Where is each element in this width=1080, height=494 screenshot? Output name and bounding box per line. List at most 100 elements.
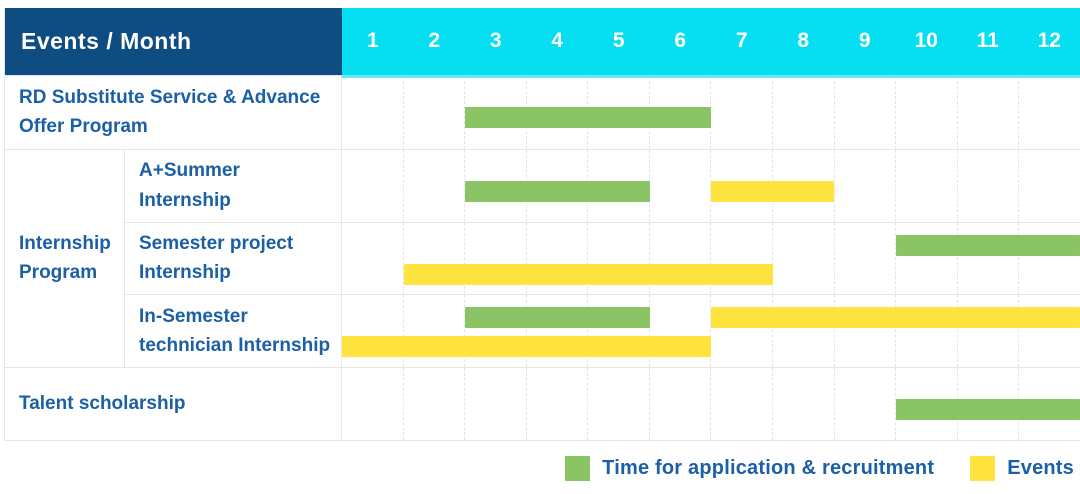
chart-area-semester-project	[342, 222, 1080, 295]
group-band-internship: Internship Program A+Summer Internship S…	[5, 148, 1080, 368]
gantt-bar-application	[895, 399, 1080, 421]
row-rd-substitute: RD Substitute Service & Advance Offer Pr…	[5, 74, 1080, 149]
events-color-swatch	[970, 455, 996, 481]
month-gridline-cell	[895, 222, 957, 295]
month-gridline-cell	[648, 368, 711, 440]
month-gridline-cell	[342, 368, 403, 440]
month-header-row: 1 2 3 4 5 6 7 8 9 10 11 12	[342, 8, 1080, 75]
month-label: 1	[366, 29, 379, 53]
legend-label-events: Events	[1007, 456, 1074, 479]
legend-item-events: Events	[970, 455, 1074, 481]
month-gridline-cell	[956, 149, 1019, 222]
gantt-bar-application	[465, 106, 711, 128]
chart-area-in-semester-technician	[342, 295, 1080, 368]
month-gridline-cell	[402, 368, 465, 440]
row-label-talent-scholarship: Talent scholarship	[5, 368, 342, 440]
legend: Time for application & recruitment Event…	[565, 452, 1074, 484]
month-gridline-cell	[1018, 295, 1080, 368]
month-gridline-cell	[833, 75, 896, 149]
month-gridline-cell	[402, 295, 465, 368]
month-label: 8	[797, 29, 810, 53]
month-gridline-cell	[710, 75, 772, 149]
row-in-semester-technician: In-Semester technician Internship	[125, 294, 1080, 368]
header-label-cell: Events / Month	[5, 8, 342, 75]
month-label: 2	[428, 29, 441, 53]
gantt-bar-application	[465, 180, 650, 202]
header-title: Events / Month	[21, 27, 192, 54]
row-label-semester-project: Semester project Internship	[125, 222, 342, 295]
gantt-table: Events / Month 1 2 3 4 5 6 7 8 9 10 11 12 RD Substi…	[4, 8, 1080, 441]
month-label: 11	[976, 29, 999, 53]
month-gridline-cell	[464, 295, 526, 368]
month-gridline-cell	[402, 222, 465, 295]
month-label: 5	[612, 29, 625, 53]
month-gridline-cell	[648, 295, 711, 368]
month-gridline-cell	[710, 295, 772, 368]
month-gridline-cell	[710, 222, 772, 295]
month-gridline-cell	[833, 295, 896, 368]
row-label-rd-substitute: RD Substitute Service & Advance Offer Pr…	[5, 75, 342, 149]
row-a-summer: A+Summer Internship	[125, 149, 1080, 222]
month-gridline-cell	[833, 222, 896, 295]
gantt-bar-events	[403, 263, 773, 285]
month-gridline-cell	[648, 222, 711, 295]
row-talent-scholarship: Talent scholarship	[5, 367, 1080, 440]
application-color-swatch	[565, 455, 591, 481]
month-gridline-cell	[587, 295, 649, 368]
month-gridline-cell	[833, 149, 896, 222]
month-gridline-cell	[895, 149, 957, 222]
month-gridline-cell	[895, 75, 957, 149]
month-gridline-cell	[402, 149, 465, 222]
month-label: 9	[858, 29, 871, 53]
month-gridline-cell	[464, 75, 526, 149]
group-label-internship: Internship Program	[5, 149, 125, 368]
header-row: Events / Month 1 2 3 4 5 6 7 8 9 10 11 12	[5, 8, 1080, 75]
month-gridline-cell	[710, 149, 772, 222]
month-label: 7	[735, 29, 748, 53]
month-gridline-cell	[587, 222, 649, 295]
gantt-bar-events	[711, 180, 834, 202]
row-label-a-summer: A+Summer Internship	[125, 149, 342, 222]
month-label: 4	[551, 29, 564, 53]
legend-item-application: Time for application & recruitment	[565, 455, 935, 481]
month-gridline-cell	[525, 222, 588, 295]
month-gridline-cell	[648, 149, 711, 222]
month-gridline-cell	[772, 75, 834, 149]
month-gridline-cell	[1018, 75, 1080, 149]
month-gridline-cell	[772, 222, 834, 295]
chart-area-rd-substitute	[342, 75, 1080, 149]
month-gridline-cell	[772, 368, 834, 440]
gantt-bar-events	[342, 336, 711, 358]
internship-subrows: A+Summer Internship Semester project Int…	[125, 149, 1080, 368]
row-semester-project: Semester project Internship	[125, 221, 1080, 295]
month-gridline-cell	[525, 295, 588, 368]
month-gridline-cell	[1018, 149, 1080, 222]
month-gridline-cell	[342, 150, 403, 222]
month-gridline-cell	[1018, 222, 1080, 295]
month-gridline-cell	[772, 295, 834, 368]
chart-area-talent-scholarship	[342, 368, 1080, 440]
row-label-in-semester-technician: In-Semester technician Internship	[125, 295, 342, 368]
month-gridline-cell	[956, 222, 1019, 295]
month-gridline-cell	[956, 75, 1019, 149]
month-gridline-cell	[895, 295, 957, 368]
month-gridline-cell	[956, 295, 1019, 368]
month-gridline-cell	[402, 75, 465, 149]
month-gridline-cell	[464, 222, 526, 295]
month-gridline-cell	[710, 368, 772, 440]
month-label: 12	[1037, 29, 1061, 53]
month-label: 3	[489, 29, 502, 53]
gantt-bar-application	[465, 307, 650, 329]
month-label: 10	[914, 29, 938, 53]
month-label: 6	[674, 29, 687, 53]
month-gridline-cell	[342, 223, 403, 295]
gantt-bar-application	[895, 234, 1080, 256]
month-gridline-cell	[587, 368, 649, 440]
legend-label-application: Time for application & recruitment	[602, 456, 935, 479]
chart-area-a-summer	[342, 149, 1080, 222]
month-gridline-cell	[342, 76, 403, 149]
gantt-bar-events	[711, 307, 1080, 329]
month-gridline-cell	[833, 368, 896, 440]
month-gridline-cell	[464, 149, 526, 222]
